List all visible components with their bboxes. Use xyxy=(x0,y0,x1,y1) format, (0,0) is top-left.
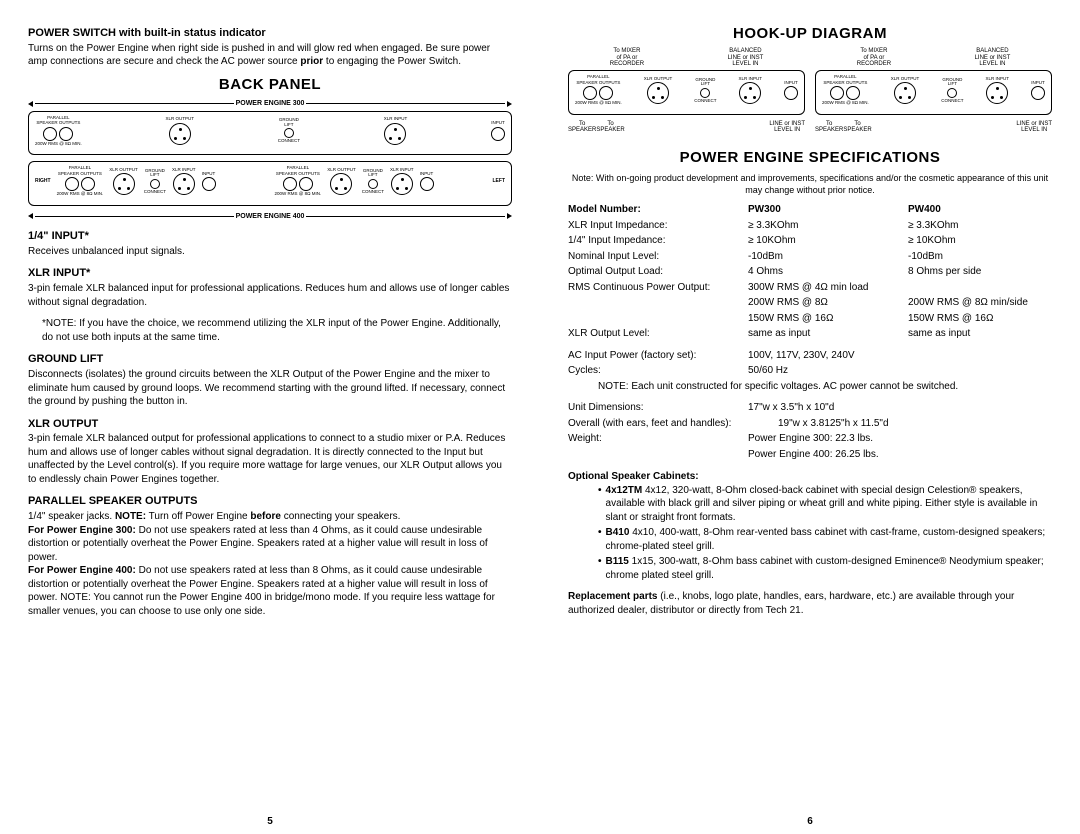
pe400-diagram: RIGHT PARALLELSPEAKER OUTPUTS200W RMS @ … xyxy=(28,161,512,206)
ground-lift-heading: GROUND LIFT xyxy=(28,352,512,367)
xlr-input-heading: XLR INPUT* xyxy=(28,266,512,281)
power-switch-body: Turns on the Power Engine when right sid… xyxy=(28,42,512,69)
page-6: HOOK-UP DIAGRAM To MIXERof PA orRECORDER… xyxy=(540,0,1080,834)
parallel-heading: PARALLEL SPEAKER OUTPUTS xyxy=(28,494,512,509)
cabinet-b115: •B115 1x15, 300-watt, 8-Ohm bass cabinet… xyxy=(568,555,1052,582)
cabinet-4x12: •4x12TM 4x12, 320-watt, 8-Ohm closed-bac… xyxy=(568,484,1052,525)
xlr-output-heading: XLR OUTPUT xyxy=(28,417,512,432)
page-5: POWER SWITCH with built-in status indica… xyxy=(0,0,540,834)
xlr-output-body: 3-pin female XLR balanced output for pro… xyxy=(28,432,512,486)
xlr-input-note: *NOTE: If you have the choice, we recomm… xyxy=(28,317,512,344)
page-number-5: 5 xyxy=(267,815,273,829)
spec-table: Model Number:PW300PW400 XLR Input Impeda… xyxy=(568,202,1052,462)
parallel-line1: 1/4" speaker jacks. NOTE: Turn off Power… xyxy=(28,510,512,524)
parallel-p300: For Power Engine 300: Do not use speaker… xyxy=(28,524,512,565)
pe300-label-row: POWER ENGINE 300 xyxy=(28,99,512,108)
ground-lift-body: Disconnects (isolates) the ground circui… xyxy=(28,368,512,409)
pe400-label-row: POWER ENGINE 400 xyxy=(28,212,512,221)
replacement-parts: Replacement parts (i.e., knobs, logo pla… xyxy=(568,590,1052,617)
spec-title: POWER ENGINE SPECIFICATIONS xyxy=(568,148,1052,168)
spec-note: Note: With on-going product development … xyxy=(568,172,1052,196)
pe300-diagram: PARALLELSPEAKER OUTPUTS200W RMS @ 8Ω MIN… xyxy=(28,111,512,156)
quarter-input-body: Receives unbalanced input signals. xyxy=(28,245,512,259)
power-switch-heading: POWER SWITCH with built-in status indica… xyxy=(28,26,512,41)
xlr-input-body: 3-pin female XLR balanced input for prof… xyxy=(28,282,512,309)
back-panel-title: BACK PANEL xyxy=(28,75,512,95)
quarter-input-heading: 1/4" INPUT* xyxy=(28,229,512,244)
page-number-6: 6 xyxy=(807,815,813,829)
cabinet-b410: •B410 4x10, 400-watt, 8-Ohm rear-vented … xyxy=(568,526,1052,553)
hookup-diagram: To MIXERof PA orRECORDER BALANCEDLINE or… xyxy=(568,48,1052,133)
cabinets-heading: Optional Speaker Cabinets: xyxy=(568,471,699,482)
parallel-p400: For Power Engine 400: Do not use speaker… xyxy=(28,564,512,618)
hookup-title: HOOK-UP DIAGRAM xyxy=(568,24,1052,44)
